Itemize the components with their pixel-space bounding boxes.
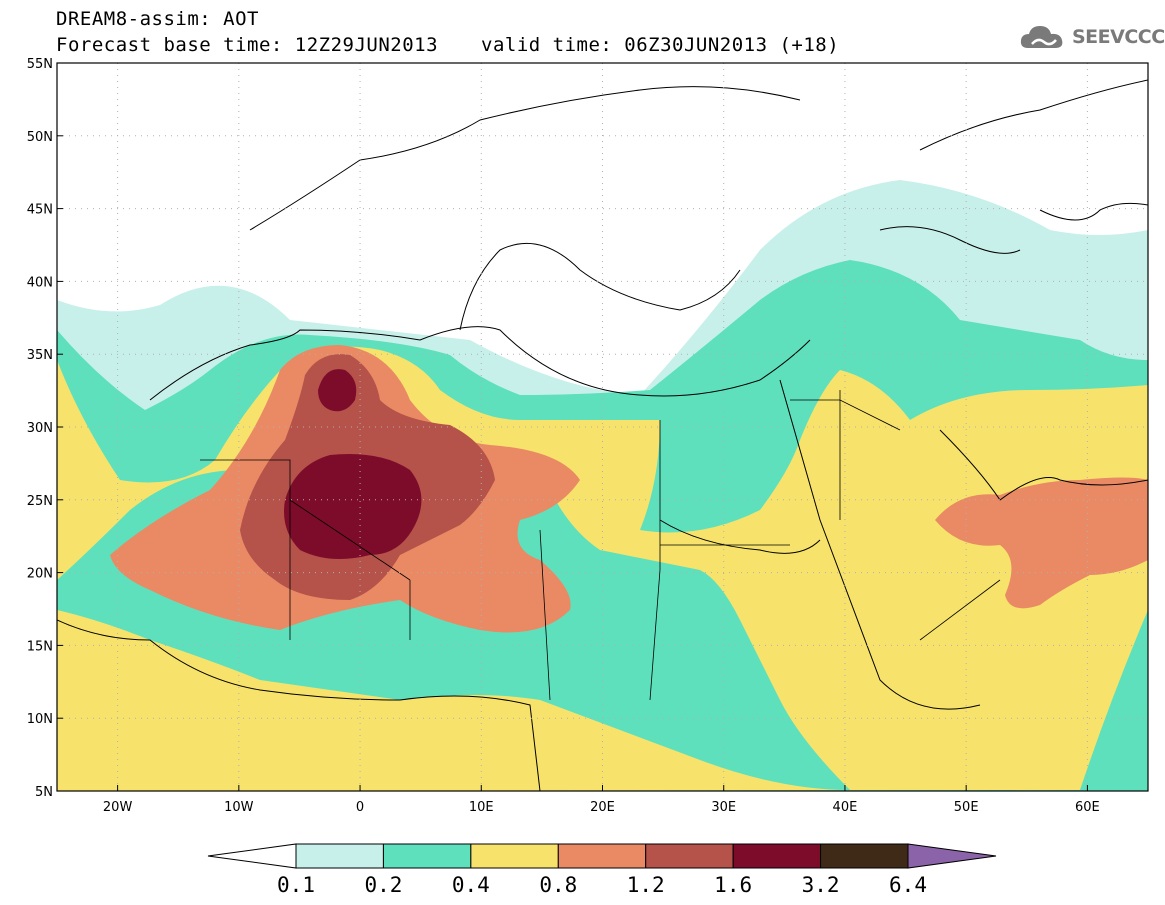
lon-label: 20E [590,800,615,815]
colorbar-box [470,843,559,869]
colorbar-box [645,843,734,869]
lon-label: 10W [224,800,254,815]
latitude-labels: 55N 50N 45N 40N 35N 30N 25N 20N 15N 10N 5N [27,57,63,800]
lon-label: 0 [356,800,364,815]
logo-text: SEEVCCC [1072,26,1165,48]
colorbar-level-label: 0.4 [452,873,490,897]
valid-time: valid time: 06Z30JUN2013 (+18) [481,34,840,56]
cloud-icon [1020,26,1063,48]
lon-label: 40E [833,800,858,815]
chart-title: DREAM8-assim: AOT [56,8,259,30]
lat-label: 20N [27,567,53,582]
colorbar-level-label: 0.2 [364,873,402,897]
colorbar-box [382,843,472,869]
country-borders [200,390,1001,701]
lon-label: 20W [103,800,133,815]
colorbar-box [295,843,384,869]
lat-label: 5N [35,785,53,800]
colorbar-level-label: 1.2 [627,873,665,897]
lat-label: 25N [27,494,53,509]
colorbar-box [820,843,909,869]
colorbar-box [557,843,647,869]
graticule [57,63,1148,791]
colorbar-box [732,843,822,869]
colorbar-boxes [207,843,997,869]
colorbar-level-label: 1.6 [714,873,752,897]
colorbar-high-arrow [907,843,997,869]
lon-label: 60E [1075,800,1100,815]
lat-label: 40N [27,275,53,290]
colorbar-level-label: 3.2 [802,873,840,897]
lat-label: 55N [27,57,53,72]
lon-label: 50E [954,800,979,815]
lat-label: 45N [27,203,53,218]
lon-label: 30E [711,800,736,815]
colorbar-level-label: 0.8 [539,873,577,897]
colorbar-level-label: 6.4 [889,873,927,897]
lat-label: 15N [27,639,53,654]
aot-band-0.8-arabia [935,477,1148,609]
lat-label: 10N [27,712,53,727]
seevccc-logo: SEEVCCC [1018,22,1165,52]
colorbar-level-label: 0.1 [277,873,315,897]
lat-label: 50N [27,130,53,145]
forecast-base-time: Forecast base time: 12Z29JUN2013 [56,34,439,56]
lon-label: 10E [469,800,494,815]
coastlines [57,79,1148,791]
aot-band-1.6-atlas [318,369,357,412]
colorbar-labels: 0.1 0.2 0.4 0.8 1.2 1.6 3.2 6.4 [277,873,927,897]
colorbar-low-arrow [207,843,297,869]
lat-label: 35N [27,348,53,363]
longitude-labels: 20W 10W 0 10E 20E 30E 40E 50E 60E [103,785,1100,815]
aot-band-1.6 [284,454,422,559]
lat-label: 30N [27,421,53,436]
